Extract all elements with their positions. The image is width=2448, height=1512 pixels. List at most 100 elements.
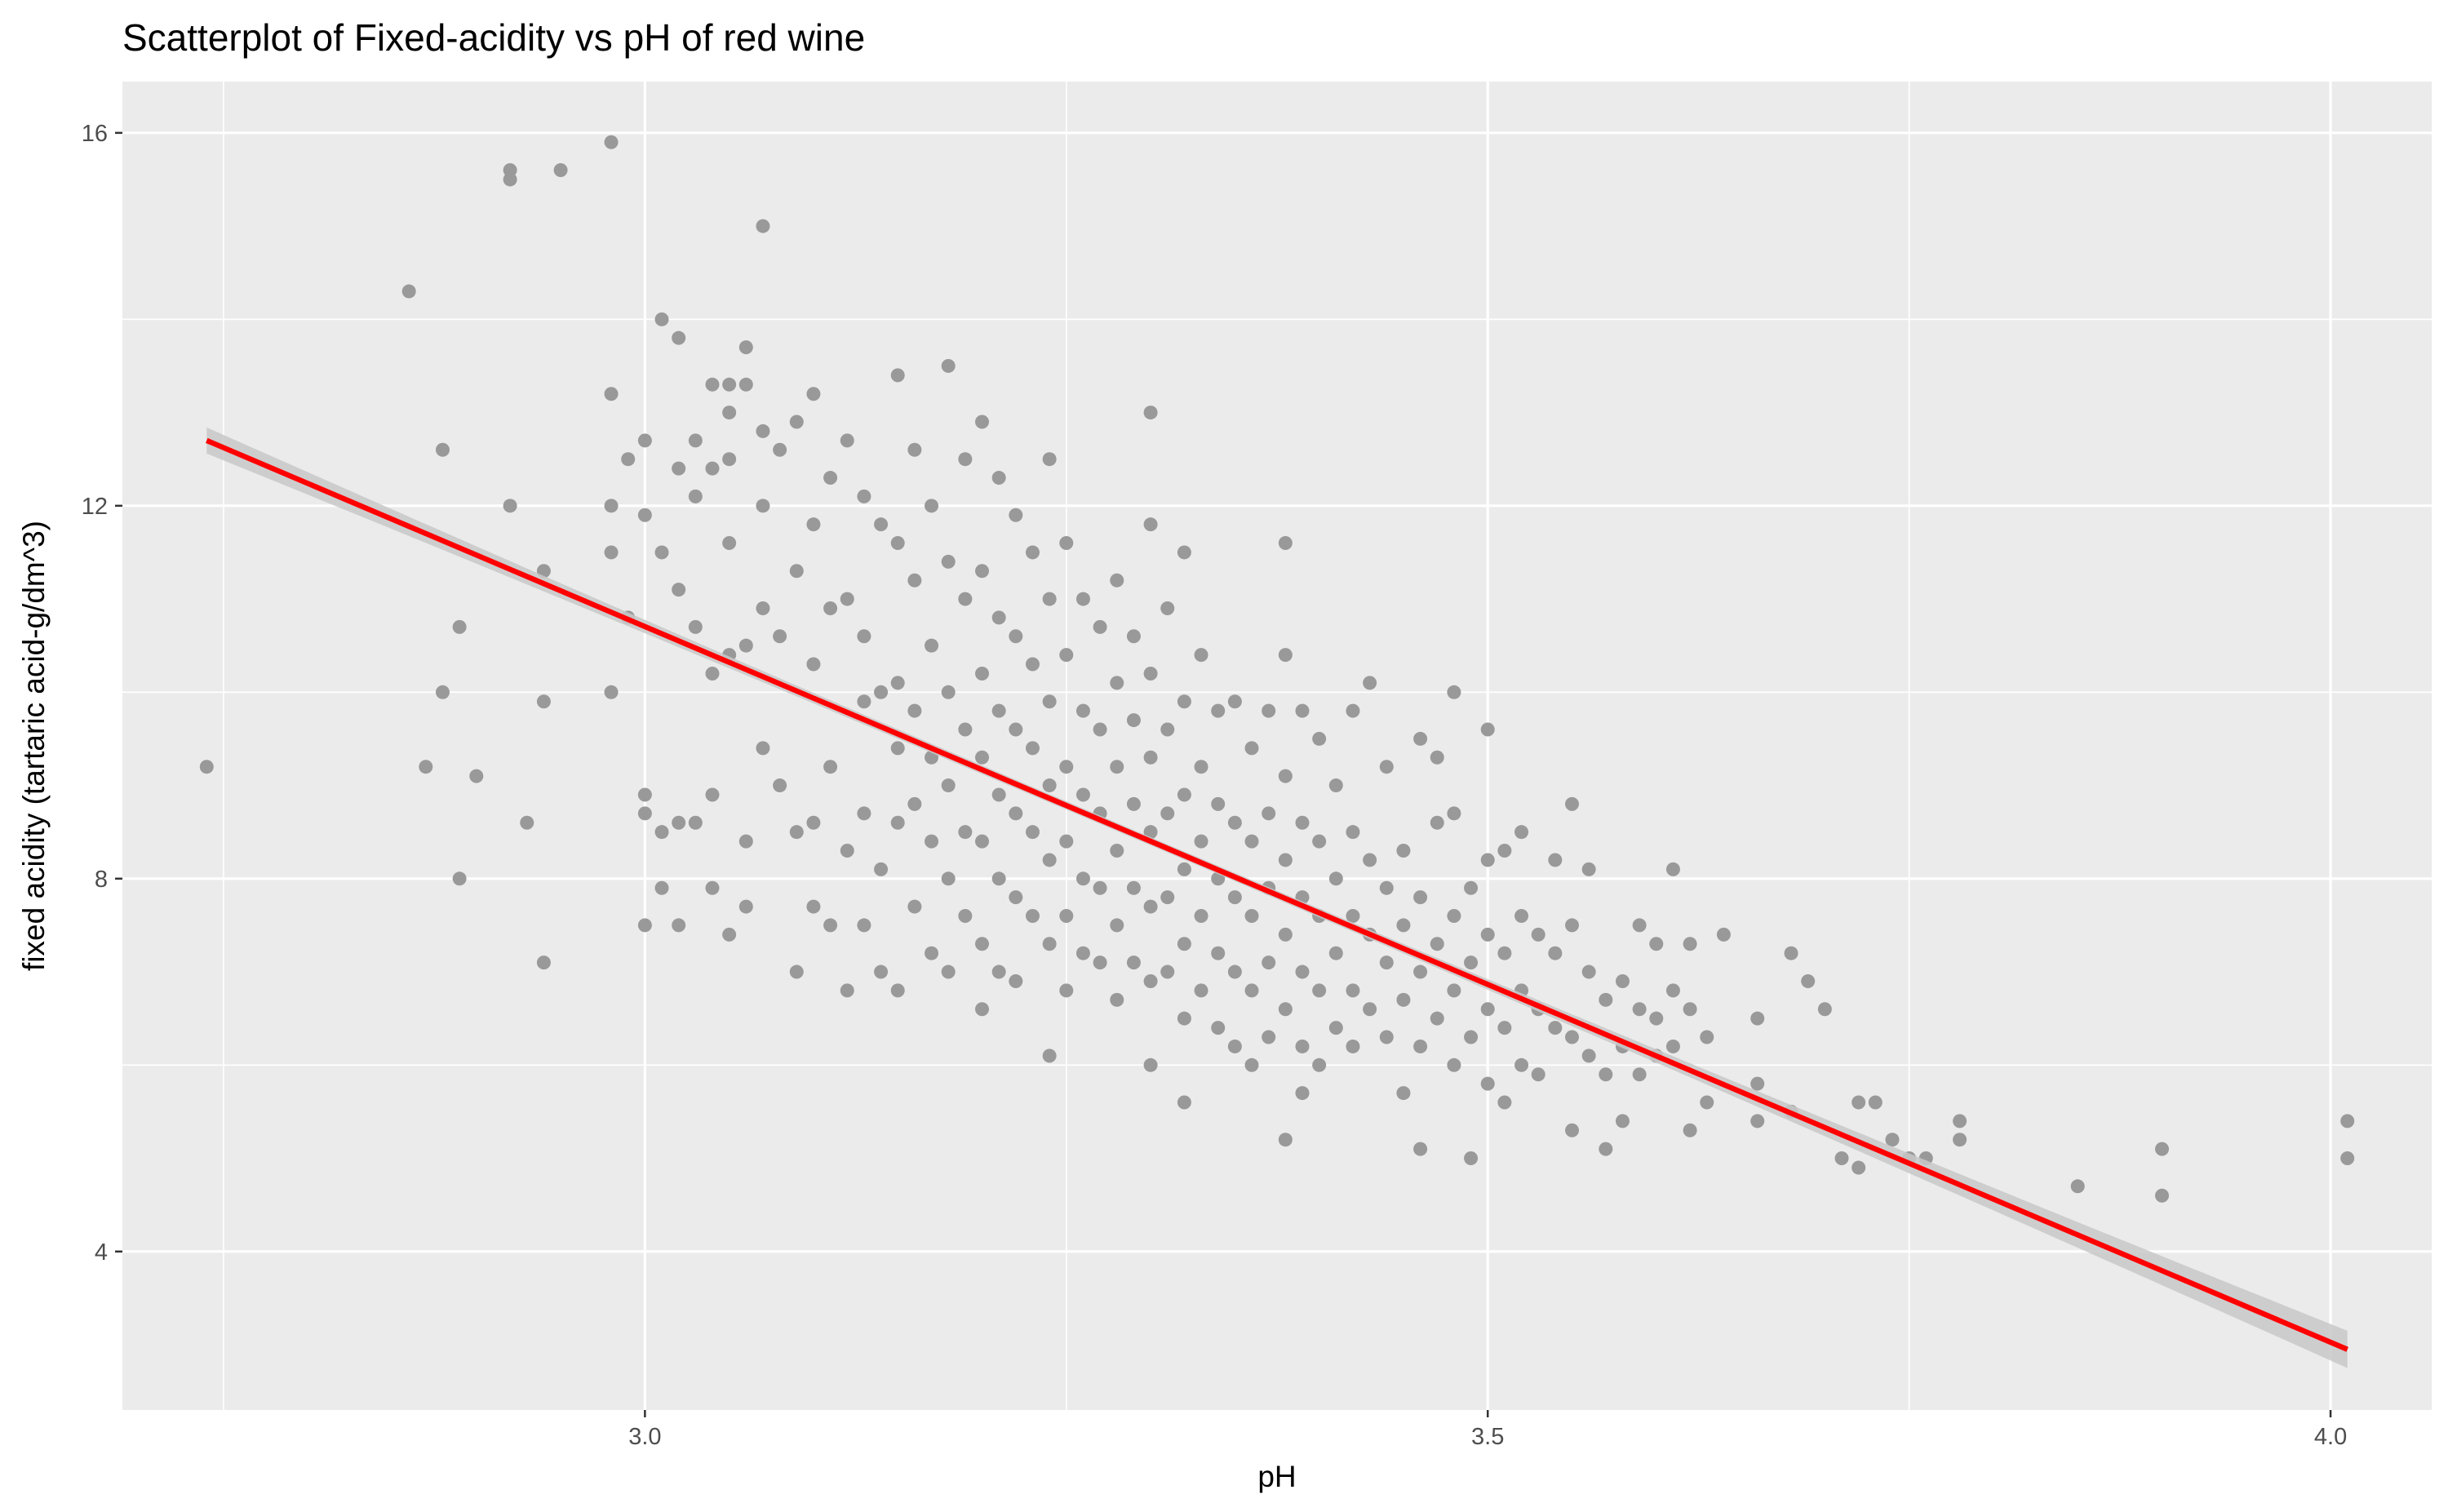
data-point <box>874 685 889 699</box>
data-point <box>1211 1021 1226 1035</box>
data-point <box>1244 834 1259 849</box>
data-point <box>1042 853 1057 867</box>
data-point <box>975 937 990 951</box>
y-axis: 4 8 12 16 <box>82 121 122 1266</box>
data-point <box>1328 1021 1343 1035</box>
data-point <box>1143 666 1158 681</box>
data-point <box>756 601 770 615</box>
data-point <box>1801 973 1816 988</box>
data-point <box>1042 1049 1057 1063</box>
data-point <box>1312 983 1327 998</box>
data-point <box>1683 1002 1697 1017</box>
data-point <box>1665 1039 1680 1053</box>
data-point <box>789 415 804 429</box>
data-point <box>1194 908 1208 923</box>
data-point <box>722 536 737 551</box>
data-point <box>991 871 1006 886</box>
data-point <box>806 517 821 532</box>
data-point <box>756 423 770 438</box>
data-point <box>738 377 753 392</box>
data-point <box>1143 899 1158 914</box>
data-point <box>2340 1151 2355 1166</box>
data-point <box>1143 517 1158 532</box>
data-point <box>1312 834 1327 849</box>
data-point <box>1413 1142 1428 1156</box>
data-point <box>688 619 703 634</box>
data-point <box>1278 927 1293 942</box>
data-point <box>1244 1058 1259 1072</box>
data-point <box>1059 648 1074 663</box>
data-point <box>907 703 922 718</box>
data-point <box>705 377 720 392</box>
data-point <box>1160 890 1175 905</box>
data-point <box>823 601 838 615</box>
data-point <box>1346 983 1360 998</box>
data-point <box>789 825 804 840</box>
data-point <box>604 387 619 401</box>
data-point <box>1126 880 1141 895</box>
data-point <box>1295 703 1310 718</box>
data-point <box>1042 452 1057 467</box>
data-point <box>857 489 871 503</box>
data-point <box>958 908 973 923</box>
data-point <box>1548 1021 1563 1035</box>
data-point <box>419 760 433 774</box>
data-point <box>756 499 770 513</box>
data-point <box>654 545 669 560</box>
data-point <box>756 219 770 233</box>
data-point <box>1295 1039 1310 1053</box>
data-point <box>756 741 770 756</box>
data-point <box>1009 890 1023 905</box>
data-point <box>637 806 652 821</box>
data-point <box>637 508 652 522</box>
data-point <box>1447 983 1461 998</box>
data-point <box>1564 1123 1579 1137</box>
data-point <box>1110 760 1124 774</box>
data-point <box>890 741 905 756</box>
data-point <box>1564 918 1579 933</box>
data-point <box>722 452 737 467</box>
data-point <box>991 610 1006 625</box>
data-point <box>958 825 973 840</box>
data-point <box>823 760 838 774</box>
data-point <box>654 825 669 840</box>
data-point <box>857 918 871 933</box>
y-tick-label: 16 <box>82 121 108 147</box>
data-point <box>2154 1188 2169 1203</box>
data-point <box>1075 946 1090 960</box>
data-point <box>738 340 753 355</box>
data-point <box>1227 890 1242 905</box>
data-point <box>654 880 669 895</box>
data-point <box>941 685 956 699</box>
data-point <box>1110 844 1124 858</box>
data-point <box>1564 1030 1579 1044</box>
data-point <box>1312 1058 1327 1072</box>
data-point <box>1295 1086 1310 1101</box>
data-point <box>1126 956 1141 970</box>
data-point <box>1093 956 1107 970</box>
data-point <box>1716 927 1731 942</box>
data-point <box>1632 1002 1647 1017</box>
data-point <box>1413 1039 1428 1053</box>
data-point <box>1615 973 1630 988</box>
data-point <box>637 918 652 933</box>
data-point <box>1581 964 1596 979</box>
data-point <box>975 564 990 579</box>
data-point <box>975 1002 990 1017</box>
data-point <box>1750 1114 1765 1128</box>
data-point <box>907 442 922 457</box>
data-point <box>1211 703 1226 718</box>
data-point <box>1227 815 1242 830</box>
data-point <box>1700 1030 1714 1044</box>
data-point <box>1464 1030 1479 1044</box>
data-point <box>199 760 214 774</box>
data-point <box>1025 741 1040 756</box>
data-point <box>1379 1030 1394 1044</box>
data-point <box>1278 769 1293 783</box>
data-point <box>1177 862 1191 876</box>
data-point <box>1262 806 1276 821</box>
data-point <box>991 787 1006 802</box>
data-point <box>1396 844 1411 858</box>
data-point <box>840 983 854 998</box>
chart-title: Scatterplot of Fixed-acidity vs pH of re… <box>122 16 865 59</box>
